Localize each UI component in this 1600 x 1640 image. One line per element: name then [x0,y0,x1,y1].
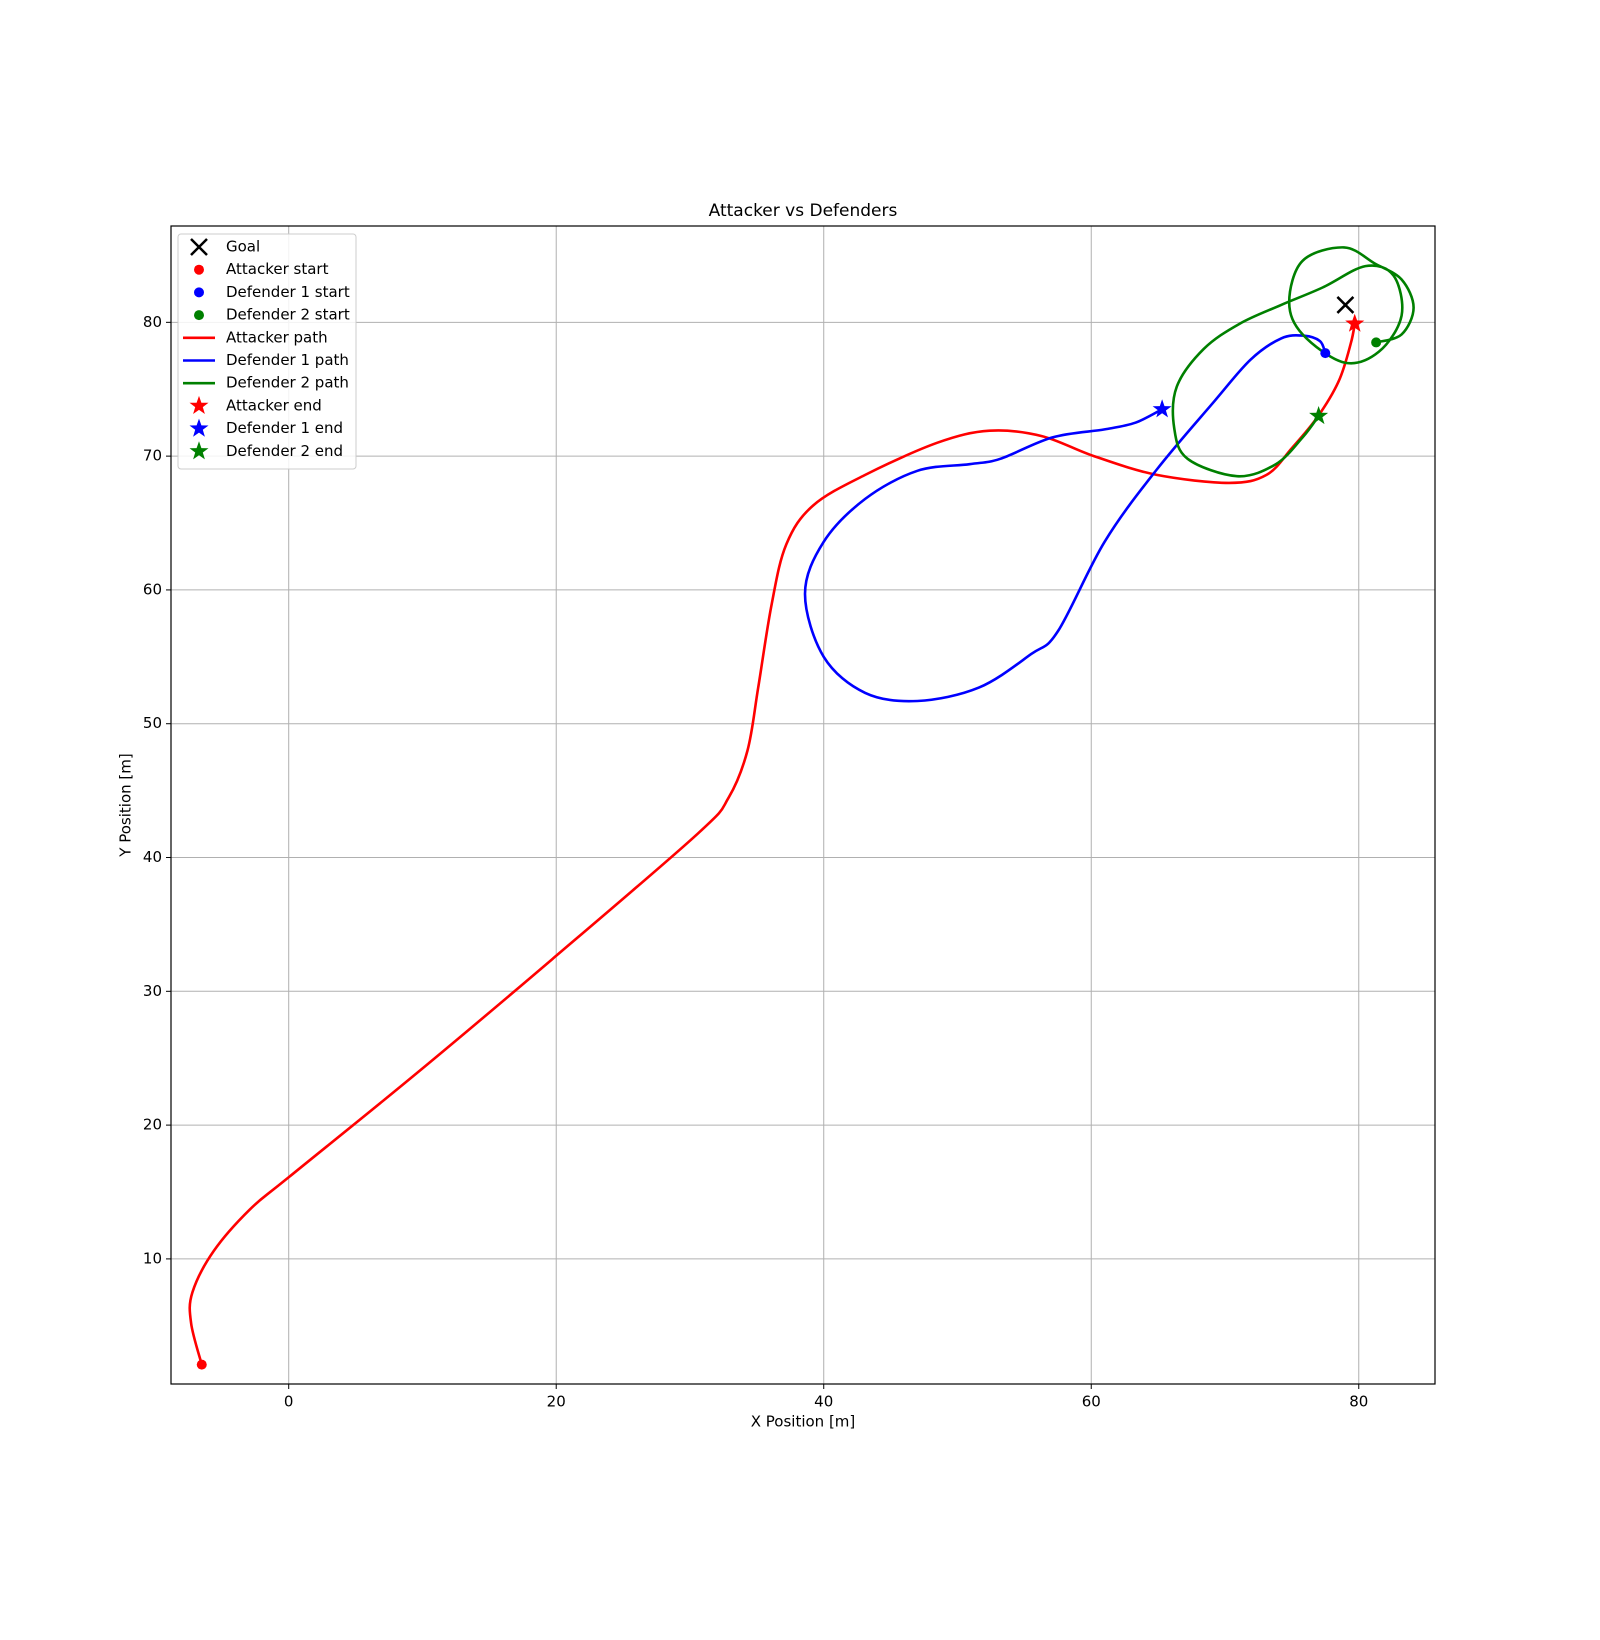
legend-handle [189,441,209,460]
y-tick-label: 80 [143,313,162,331]
legend-label: Defender 1 path [226,351,349,369]
legend: Goal Attacker start Defender 1 start Defend… [177,233,357,470]
series-line [1171,246,1415,478]
legend-label: Defender 2 start [226,306,350,324]
star-marker [1152,399,1172,418]
x-tick-label: 40 [814,1393,833,1411]
legend-handle [190,238,208,256]
y-tick-label: 30 [143,982,162,1000]
plot-frame [170,225,1436,1385]
plot-area [188,246,1415,1370]
legend-label: Attacker start [226,260,329,278]
star-marker [1345,313,1365,332]
point-marker [1320,348,1331,359]
chart-title: Attacker vs Defenders [709,201,898,221]
y-axis-label: Y Position [m] [117,753,135,857]
y-tick-label: 40 [143,848,162,866]
legend-label: Defender 1 end [226,419,343,437]
legend-label: Goal [226,238,260,256]
legend-handle [194,287,204,298]
legend-handle [189,418,209,437]
y-tick-label: 50 [143,714,162,732]
y-tick-label: 20 [143,1116,162,1134]
legend-box [177,233,357,470]
legend-label: Attacker path [226,328,328,346]
legend-handle [189,395,209,414]
x-axis-label: X Position [m] [751,1413,856,1431]
legend-label: Attacker end [226,396,322,414]
legend-label: Defender 1 start [226,283,350,301]
series-line [188,323,1356,1365]
x-tick-label: 60 [1082,1393,1101,1411]
point-marker [196,1359,207,1370]
legend-handle [194,310,204,321]
x-tick-label: 20 [547,1393,566,1411]
legend-label: Defender 2 path [226,374,349,392]
goal-marker [1336,296,1355,314]
y-tick-label: 60 [143,580,162,598]
legend-handle [194,264,204,275]
x-tick-label: 80 [1349,1393,1368,1411]
y-tick-label: 10 [143,1249,162,1267]
series-line [803,334,1327,703]
y-tick-label: 70 [143,447,162,465]
point-marker [1371,337,1382,348]
x-tick-label: 0 [284,1393,294,1411]
legend-label: Defender 2 end [226,442,343,460]
star-marker [1309,406,1329,425]
